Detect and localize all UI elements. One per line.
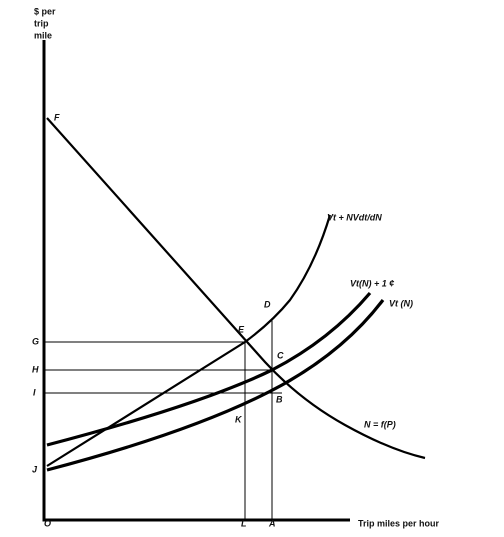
- x-label: Trip miles per hour: [358, 518, 440, 528]
- y-label: $ per: [34, 6, 56, 16]
- point-label: A: [268, 518, 276, 528]
- demand-curve: [46, 117, 426, 460]
- point-label: D: [264, 299, 271, 309]
- y-label: mile: [34, 30, 52, 40]
- point-label: O: [44, 518, 51, 528]
- point-label: C: [277, 350, 284, 360]
- guide-lines: [44, 318, 282, 520]
- point-label: E: [238, 324, 245, 334]
- toll-cost-curve: [46, 291, 372, 447]
- point-label: F: [54, 112, 60, 122]
- curve-label: Vt + NVdt/dN: [327, 212, 382, 222]
- y-label: trip: [34, 18, 49, 28]
- point-label: B: [276, 394, 283, 404]
- curve-label: Vt(N) + 1 ¢: [350, 278, 394, 288]
- point-label: J: [32, 464, 38, 474]
- axes: [42, 40, 350, 522]
- average-cost-curve: [46, 299, 385, 472]
- point-label: G: [32, 336, 39, 346]
- curve-label: Vt (N): [389, 298, 413, 308]
- curve-label: N = f(P): [364, 419, 396, 429]
- marginal-cost-curve: [46, 214, 332, 467]
- point-label: L: [241, 518, 247, 528]
- point-label: K: [235, 414, 243, 424]
- point-label: H: [32, 364, 39, 374]
- point-label: I: [33, 387, 36, 397]
